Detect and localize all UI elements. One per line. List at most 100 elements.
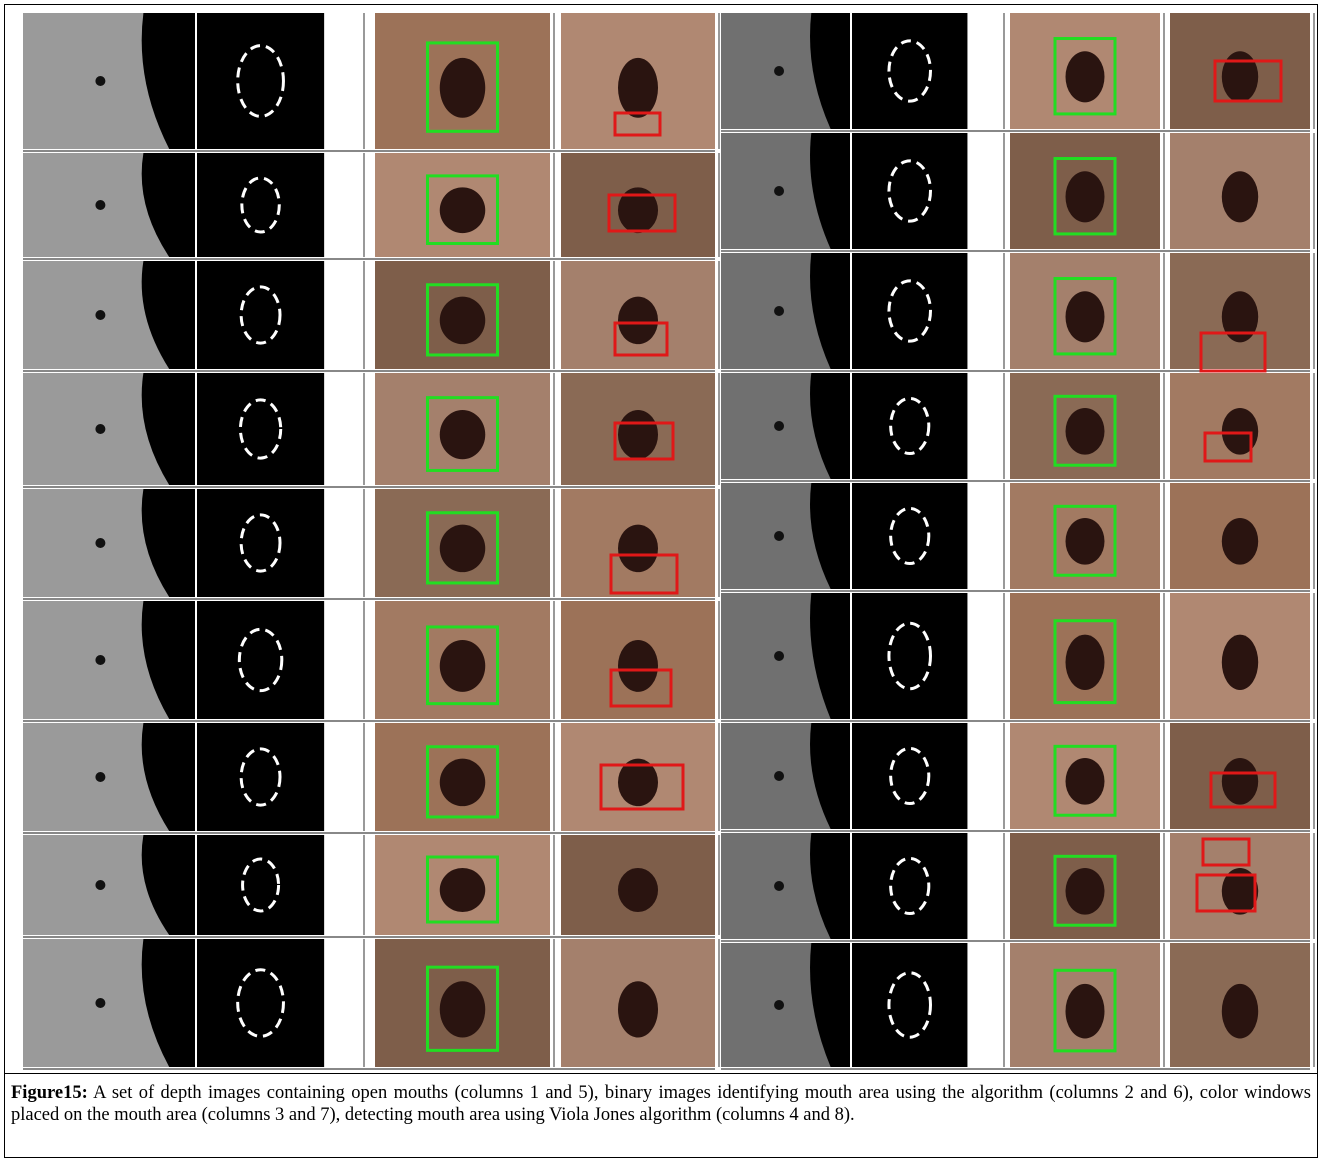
green-window [1053, 744, 1117, 817]
depth-shadow [141, 939, 195, 1067]
open-mouth [1221, 291, 1259, 343]
binary-image [852, 373, 968, 479]
binary-mouth-edge [889, 396, 931, 456]
binary-mouth-edge [887, 621, 932, 691]
open-mouth [1065, 757, 1105, 805]
open-mouth [617, 57, 659, 118]
binary-image [197, 601, 325, 719]
binary-image [197, 373, 325, 485]
green-window [426, 396, 499, 472]
binary-image [852, 593, 968, 719]
binary-image [852, 133, 968, 249]
figure-image-grid [23, 13, 1315, 1070]
open-mouth [1065, 517, 1105, 565]
red-viola-jones-box [599, 763, 685, 811]
depth-shadow [810, 593, 850, 719]
depth-blob [774, 881, 785, 891]
open-mouth [1221, 407, 1259, 455]
binary-mouth-edge [889, 506, 931, 566]
caption-text: A set of depth images containing open mo… [11, 1083, 1311, 1125]
binary-image [852, 723, 968, 829]
depth-blob [774, 66, 785, 76]
binary-mouth-edge [240, 176, 281, 234]
green-window [1053, 619, 1117, 705]
red-viola-jones-box [613, 111, 662, 137]
open-mouth [439, 57, 486, 118]
binary-image [197, 261, 325, 369]
depth-blob [95, 76, 106, 86]
open-mouth [439, 758, 486, 807]
binary-image [852, 833, 968, 939]
open-mouth [1221, 51, 1259, 103]
green-window [1053, 968, 1117, 1053]
open-mouth [1065, 51, 1105, 103]
caption-label: Figure15: [11, 1083, 88, 1103]
binary-image [852, 253, 968, 369]
depth-blob [774, 1000, 785, 1010]
green-window [426, 511, 499, 585]
depth-blob [95, 772, 106, 782]
binary-mouth-edge [887, 39, 932, 103]
red-viola-jones-box [609, 553, 679, 595]
open-mouth [617, 409, 659, 460]
red-viola-jones-box [1199, 331, 1267, 373]
depth-shadow [141, 153, 195, 257]
green-window [426, 174, 499, 245]
depth-shadow [810, 943, 850, 1067]
red-viola-jones-box [1203, 431, 1253, 463]
open-mouth [617, 758, 659, 807]
open-mouth [1221, 757, 1259, 805]
depth-shadow [810, 133, 850, 249]
depth-blob [95, 310, 106, 320]
depth-shadow [141, 13, 195, 149]
binary-mouth-edge [887, 279, 932, 343]
binary-image [197, 939, 325, 1067]
open-mouth [1065, 407, 1105, 455]
depth-shadow [141, 601, 195, 719]
binary-mouth-edge [889, 746, 931, 806]
binary-mouth-edge [887, 159, 932, 223]
depth-blob [95, 880, 106, 890]
depth-shadow [141, 723, 195, 831]
binary-mouth-edge [239, 285, 282, 345]
open-mouth [1065, 291, 1105, 343]
binary-image [197, 723, 325, 831]
open-mouth [439, 868, 486, 912]
depth-blob [95, 538, 106, 548]
open-mouth [439, 409, 486, 460]
binary-mouth-edge [239, 747, 282, 807]
depth-shadow [810, 373, 850, 479]
depth-shadow [141, 835, 195, 935]
depth-blob [95, 998, 106, 1008]
open-mouth [617, 868, 659, 912]
depth-shadow [810, 483, 850, 589]
red-viola-jones-box [1201, 837, 1251, 867]
green-window [1053, 37, 1117, 116]
depth-blob [774, 421, 785, 431]
open-mouth [617, 981, 659, 1038]
binary-image [197, 153, 325, 257]
binary-mouth-edge [238, 398, 283, 460]
binary-image [197, 835, 325, 935]
open-mouth [439, 187, 486, 234]
depth-blob [774, 651, 785, 661]
green-window [1053, 504, 1117, 577]
red-viola-jones-box [613, 321, 669, 357]
green-window [1053, 277, 1117, 356]
open-mouth [1221, 634, 1259, 691]
green-window [426, 855, 499, 924]
binary-mouth-edge [237, 627, 284, 693]
red-viola-jones-box [609, 668, 673, 708]
open-mouth [1065, 171, 1105, 223]
red-viola-jones-box [1209, 771, 1277, 809]
binary-image [852, 943, 968, 1067]
depth-blob [95, 200, 106, 210]
red-viola-jones-box [613, 421, 675, 461]
open-mouth [1065, 983, 1105, 1039]
figure-caption: Figure15: A set of depth images containi… [5, 1073, 1317, 1157]
binary-image [852, 13, 968, 129]
binary-mouth-edge [887, 971, 932, 1039]
depth-shadow [810, 723, 850, 829]
binary-mouth-edge [241, 857, 281, 913]
open-mouth [1221, 983, 1259, 1039]
